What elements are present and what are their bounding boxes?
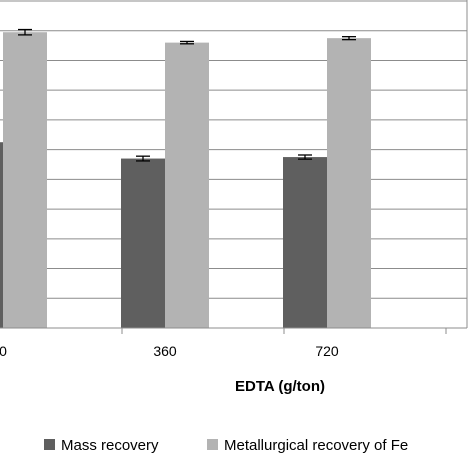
- bars: [0, 32, 371, 329]
- legend-label: Metallurgical recovery of Fe: [224, 437, 408, 454]
- legend-label: Mass recovery: [61, 437, 159, 454]
- legend-swatch: [207, 439, 218, 450]
- x-tick-labels: 0 360 720: [0, 343, 339, 359]
- error-bars: [18, 28, 356, 162]
- legend-swatch: [44, 439, 55, 450]
- bar: [165, 42, 209, 328]
- bar: [327, 38, 371, 329]
- x-axis: [0, 327, 467, 334]
- gridlines: [0, 0, 468, 328]
- x-tick-label: 0: [0, 343, 7, 359]
- x-tick-label: 360: [153, 343, 177, 359]
- bar: [3, 32, 47, 329]
- bar: [0, 142, 3, 328]
- x-axis-title: EDTA (g/ton): [235, 378, 325, 395]
- bar: [121, 158, 165, 328]
- legend: Mass recovery Metallurgical recovery of F…: [44, 437, 408, 454]
- bar: [283, 157, 327, 328]
- x-tick-label: 720: [315, 343, 339, 359]
